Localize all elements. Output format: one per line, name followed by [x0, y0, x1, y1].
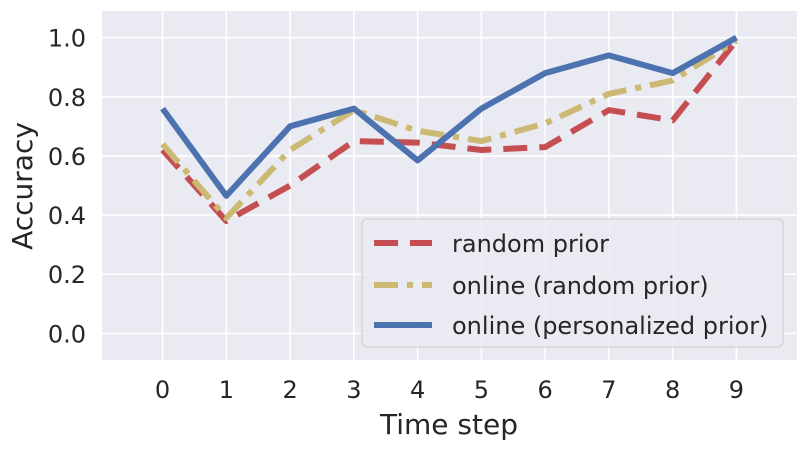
- legend-label-0: random prior: [452, 230, 609, 258]
- y-tick-label: 0.4: [48, 202, 86, 230]
- series-line-2: [160, 34, 738, 199]
- x-tick-label: 6: [538, 376, 553, 404]
- x-tick-label: 9: [729, 376, 744, 404]
- series-lines: [160, 34, 739, 224]
- x-tick-label: 4: [410, 376, 425, 404]
- x-tick-label: 3: [346, 376, 361, 404]
- x-tick-label: 5: [474, 376, 489, 404]
- y-tick-label: 0.6: [48, 143, 86, 171]
- x-tick-label: 2: [282, 376, 297, 404]
- y-tick-label: 0.0: [48, 320, 86, 348]
- y-axis-title: Accuracy: [6, 122, 39, 250]
- series-line-0: [160, 38, 739, 224]
- legend-label-1: online (random prior): [452, 272, 709, 300]
- x-tick-label: 1: [219, 376, 234, 404]
- x-tick-label: 7: [601, 376, 616, 404]
- y-tick-label: 0.8: [48, 84, 86, 112]
- series-line-1: [160, 38, 738, 221]
- legend-label-2: online (personalized prior): [452, 312, 768, 340]
- x-axis-title: Time step: [379, 408, 518, 441]
- x-tick-labels: 0 1 2 3 4 5 6 7 8 9: [155, 376, 744, 404]
- y-tick-label: 0.2: [48, 261, 86, 289]
- y-tick-label: 1.0: [48, 25, 86, 53]
- legend-box: [361, 218, 784, 348]
- y-tick-labels: 0.0 0.2 0.4 0.6 0.8 1.0: [48, 25, 86, 349]
- x-tick-label: 0: [155, 376, 170, 404]
- x-tick-label: 8: [665, 376, 680, 404]
- legend: random prior online (random prior) online …: [361, 218, 784, 348]
